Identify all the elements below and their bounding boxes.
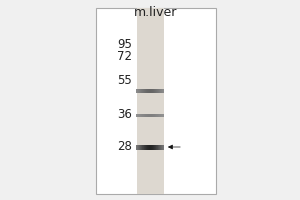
Bar (140, 89, 141, 93)
Bar (147, 89, 148, 93)
Bar (147, 144, 148, 150)
Bar (159, 89, 160, 93)
Bar (155, 144, 156, 150)
Bar (160, 114, 161, 116)
Bar (162, 144, 163, 150)
Bar (160, 144, 161, 150)
Bar (163, 144, 164, 150)
Bar (157, 89, 158, 93)
Bar (162, 89, 163, 93)
Bar (139, 114, 140, 116)
Bar (153, 144, 154, 150)
Bar (150, 144, 151, 150)
Bar (96, 8, 216, 194)
Bar (154, 114, 155, 116)
Bar (154, 114, 155, 116)
Bar (154, 144, 155, 150)
Bar (157, 114, 158, 116)
Bar (144, 114, 145, 116)
Bar (138, 114, 139, 116)
Bar (143, 89, 144, 93)
Bar (148, 89, 149, 93)
Bar (148, 114, 149, 116)
Bar (146, 89, 147, 93)
Bar (151, 144, 152, 150)
Bar (160, 89, 161, 93)
Bar (163, 89, 164, 93)
Bar (141, 114, 142, 116)
Bar (152, 144, 153, 150)
Bar (137, 114, 138, 116)
Bar (137, 89, 138, 93)
Bar (144, 89, 145, 93)
Bar (145, 89, 146, 93)
Bar (142, 89, 143, 93)
Bar (141, 144, 142, 150)
Bar (158, 114, 159, 116)
Bar (161, 144, 162, 150)
Text: m.liver: m.liver (134, 6, 178, 20)
Bar (156, 144, 157, 150)
Bar (140, 114, 141, 116)
Bar (143, 144, 144, 150)
Bar (159, 144, 160, 150)
Bar (150, 114, 151, 116)
Bar (136, 89, 137, 93)
Bar (140, 144, 141, 150)
Bar (145, 144, 146, 150)
Bar (143, 114, 144, 116)
Bar (155, 114, 156, 116)
Bar (158, 144, 159, 150)
Bar (142, 114, 143, 116)
Bar (154, 89, 155, 93)
Bar (155, 89, 156, 93)
Bar (156, 114, 157, 116)
Bar (157, 144, 158, 150)
Bar (153, 89, 154, 93)
Bar (159, 114, 160, 116)
Text: 28: 28 (117, 140, 132, 154)
Bar (136, 114, 137, 116)
Bar (161, 114, 162, 116)
Bar (154, 89, 155, 93)
Bar (138, 144, 139, 150)
Bar (149, 89, 150, 93)
Bar (139, 144, 140, 150)
Bar (153, 114, 154, 116)
Bar (156, 89, 157, 93)
Text: 55: 55 (117, 73, 132, 86)
Bar (136, 8, 164, 194)
Bar (145, 114, 146, 116)
Bar (152, 114, 153, 116)
Bar (141, 89, 142, 93)
Bar (158, 89, 159, 93)
Bar (160, 144, 161, 150)
Bar (160, 89, 161, 93)
Bar (146, 114, 147, 116)
Bar (162, 114, 163, 116)
Bar (138, 89, 139, 93)
Bar (139, 89, 140, 93)
Text: 95: 95 (117, 38, 132, 50)
Bar (163, 114, 164, 116)
Bar (154, 144, 155, 150)
Bar (148, 144, 149, 150)
Bar (146, 144, 147, 150)
Bar (152, 89, 153, 93)
Bar (150, 89, 151, 93)
Bar (160, 114, 161, 116)
Bar (142, 144, 143, 150)
Bar (147, 114, 148, 116)
Text: 72: 72 (117, 50, 132, 64)
Bar (151, 114, 152, 116)
Text: 36: 36 (117, 108, 132, 121)
Bar (137, 144, 138, 150)
Bar (136, 144, 137, 150)
Bar (161, 89, 162, 93)
Bar (144, 144, 145, 150)
Bar (149, 144, 150, 150)
Bar (149, 114, 150, 116)
Bar (151, 89, 152, 93)
